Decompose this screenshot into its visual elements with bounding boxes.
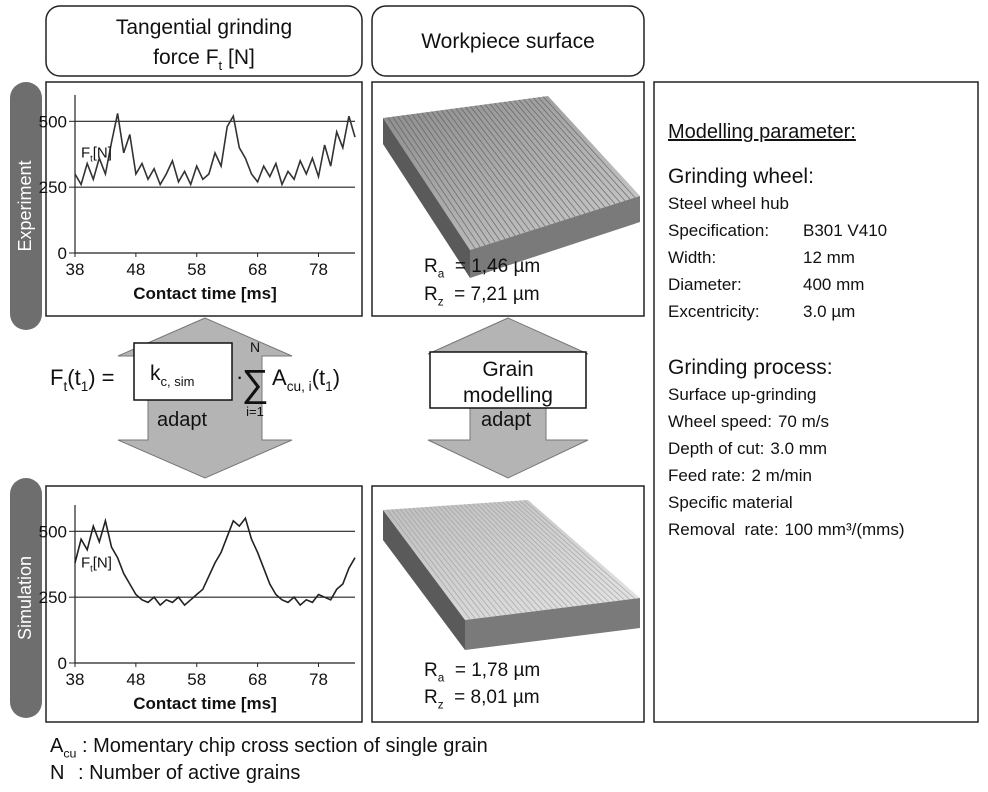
text-line: Ft[N] xyxy=(81,144,112,163)
parameter-label: Specific material xyxy=(668,493,793,512)
formula-sum-top: N xyxy=(250,339,260,355)
subscript: cu xyxy=(63,747,76,761)
parameter-value: 70 m/s xyxy=(778,412,829,431)
text-part: = 8,01 µm xyxy=(444,687,540,708)
x-tick-label: 58 xyxy=(187,260,206,279)
parameter-value: 3.0 mm xyxy=(770,439,827,458)
parameter-value: B301 V410 xyxy=(803,221,887,240)
text-line: Tangential grinding xyxy=(116,16,292,39)
text-part: F xyxy=(50,365,63,390)
x-tick-label: 58 xyxy=(187,670,206,689)
y-tick-label: 250 xyxy=(39,178,67,197)
subscript: 1 xyxy=(325,379,333,394)
text-line: N : Number of active grains xyxy=(50,762,300,784)
x-tick-label: 38 xyxy=(66,670,85,689)
text-line: Acu : Momentary chip cross section of si… xyxy=(50,735,488,761)
adapt-label: adapt xyxy=(481,409,531,431)
parameter-value: 400 mm xyxy=(803,275,864,294)
text-part: N xyxy=(50,762,64,784)
y-tick-label: 250 xyxy=(39,588,67,607)
text-part: (t xyxy=(312,365,325,390)
x-tick-label: 48 xyxy=(126,670,145,689)
text-part: Workpiece surface xyxy=(421,30,595,53)
parameter-label: Steel wheel hub xyxy=(668,194,789,213)
text-part: R xyxy=(424,687,438,708)
text-line: Acu, i(t1) xyxy=(272,365,340,394)
text-part: ) xyxy=(88,365,95,390)
x-tick-label: 78 xyxy=(309,670,328,689)
text-part: = 7,21 µm xyxy=(444,284,540,305)
text-line: Ft(t1)= xyxy=(50,365,114,394)
text-part: : Momentary chip cross section of single… xyxy=(76,735,487,757)
formula-sum-bottom: i=1 xyxy=(246,404,264,419)
parameter-title: Modelling parameter: xyxy=(668,121,856,143)
y-tick-label: 500 xyxy=(39,112,67,131)
text-line: Ft[N] xyxy=(81,554,112,573)
y-tick-label: 500 xyxy=(39,522,67,541)
parameter-label: Surface up-grinding xyxy=(668,385,816,404)
x-tick-label: 78 xyxy=(309,260,328,279)
text-part: ) xyxy=(333,365,340,390)
parameter-label: Width: xyxy=(668,248,716,267)
x-tick-label: 68 xyxy=(248,670,267,689)
x-tick-label: 48 xyxy=(126,260,145,279)
text-part: F xyxy=(81,554,90,571)
figure: Tangential grinding force Ft [N] Workpiece… xyxy=(0,0,988,792)
text-line: force Ft [N] xyxy=(153,46,255,73)
text-part: : Number of active grains xyxy=(72,762,300,784)
adapt-label: adapt xyxy=(157,409,207,431)
parameter-label: Diameter: xyxy=(668,275,742,294)
parameter-label: Specification: xyxy=(668,221,769,240)
text-part: Tangential grinding xyxy=(116,16,292,39)
grain-box-label: modelling xyxy=(463,384,553,407)
subscript: 1 xyxy=(81,379,89,394)
text-part: R xyxy=(424,660,438,681)
text-part: = 1,78 µm xyxy=(444,660,540,681)
text-part: force F xyxy=(153,46,218,69)
parameter-value: 2 m/min xyxy=(752,466,812,485)
x-axis-label: Contact time [ms] xyxy=(133,694,277,713)
text-part: A xyxy=(50,735,64,757)
text-part: [N] xyxy=(222,46,255,69)
text-part: [N] xyxy=(93,554,112,571)
section-heading: Grinding wheel: xyxy=(668,165,814,188)
row-label: Simulation xyxy=(15,556,35,640)
subscript: c, sim xyxy=(161,374,195,389)
text-part: R xyxy=(424,256,438,277)
parameter-label: Excentricity: xyxy=(668,302,760,321)
formula-sum: ∑ xyxy=(241,363,268,405)
parameter-value: 100 mm³/(mms) xyxy=(785,520,905,539)
text-part: = 1,46 µm xyxy=(444,256,540,277)
row-label: Experiment xyxy=(15,160,35,251)
subscript: cu, i xyxy=(287,379,312,394)
parameter-label: Depth of cut: xyxy=(668,439,764,458)
k-box xyxy=(134,343,232,400)
text-part: k xyxy=(150,362,161,385)
parameter-label: Wheel speed: xyxy=(668,412,772,431)
text-part: = xyxy=(102,365,115,390)
section-heading: Grinding process: xyxy=(668,356,833,379)
text-part: A xyxy=(272,365,287,390)
x-tick-label: 68 xyxy=(248,260,267,279)
parameter-label: Removal rate: xyxy=(668,520,779,539)
parameter-value: 12 mm xyxy=(803,248,855,267)
parameter-label: Feed rate: xyxy=(668,466,746,485)
grain-box-label: Grain xyxy=(482,358,533,381)
text-part: F xyxy=(81,144,90,161)
text-part: (t xyxy=(67,365,80,390)
x-axis-label: Contact time [ms] xyxy=(133,284,277,303)
parameter-value: 3.0 µm xyxy=(803,302,855,321)
x-tick-label: 38 xyxy=(66,260,85,279)
text-line: Workpiece surface xyxy=(421,30,595,53)
text-part: [N] xyxy=(93,144,112,161)
panel xyxy=(46,82,362,316)
text-part: R xyxy=(424,284,438,305)
